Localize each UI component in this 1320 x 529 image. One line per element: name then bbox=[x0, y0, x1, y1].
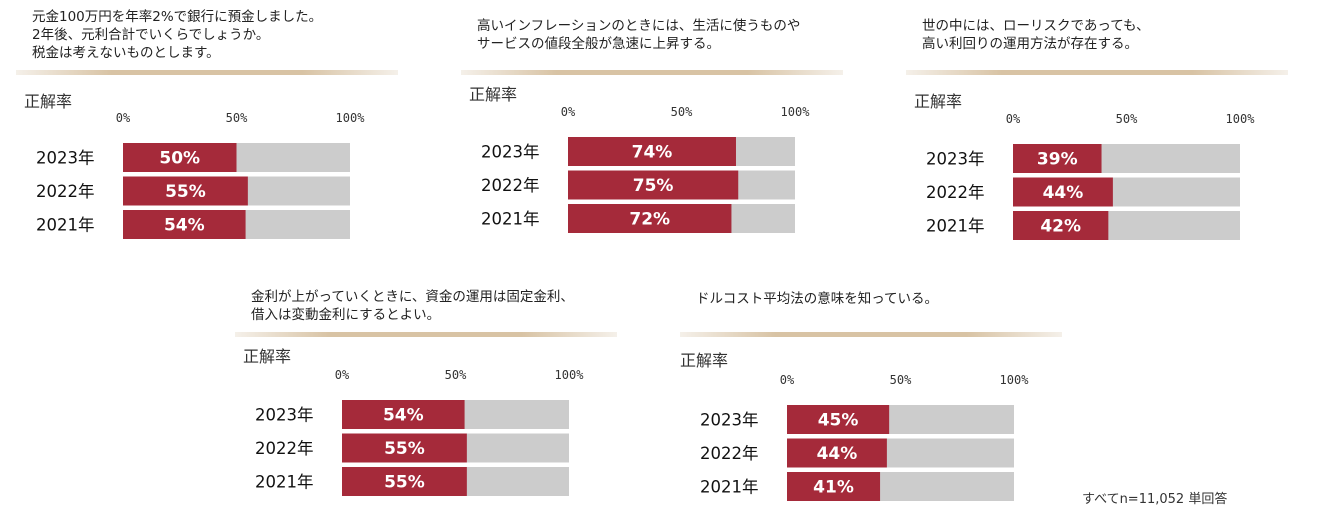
bar bbox=[123, 210, 246, 239]
year-label: 2023年 bbox=[481, 143, 540, 162]
data-label: 55% bbox=[384, 473, 425, 493]
y-axis-label: 正解率 bbox=[680, 351, 729, 370]
year-label: 2023年 bbox=[36, 149, 95, 168]
question-text: 世の中には、ローリスクであっても、 高い利回りの運用方法が存在する。 bbox=[922, 18, 1150, 52]
data-label: 54% bbox=[164, 216, 205, 236]
chart-panel-3: 世の中には、ローリスクであっても、 高い利回りの運用方法が存在する。 正解率 0… bbox=[906, 6, 1296, 240]
year-label: 2023年 bbox=[255, 406, 314, 425]
data-label: 55% bbox=[165, 182, 206, 202]
bar bbox=[787, 438, 887, 468]
bar-chart: 0% 50% 100% 2023年 54% 2022年 55% 2021年 55% bbox=[255, 368, 585, 496]
chart-panel-2: 高いインフレーションのときには、生活に使うものや サービスの値段全般が急速に上昇… bbox=[461, 6, 851, 233]
data-label: 41% bbox=[813, 478, 854, 498]
data-label: 44% bbox=[1043, 183, 1084, 203]
bar bbox=[568, 170, 739, 200]
question-text: 高いインフレーションのときには、生活に使うものや サービスの値段全般が急速に上昇… bbox=[477, 18, 801, 52]
bar bbox=[123, 176, 248, 206]
data-label: 74% bbox=[632, 143, 673, 163]
divider bbox=[906, 70, 1288, 75]
data-label: 55% bbox=[384, 439, 425, 459]
bar-chart: 0% 50% 100% 2023年 39% 2022年 44% 2021年 42% bbox=[926, 112, 1256, 240]
bar-chart: 0% 50% 100% 2023年 45% 2022年 44% 2021年 41% bbox=[700, 373, 1030, 501]
x-tick-label: 0% bbox=[780, 373, 795, 387]
year-label: 2022年 bbox=[255, 439, 314, 458]
year-label: 2023年 bbox=[926, 150, 985, 169]
y-axis-label: 正解率 bbox=[469, 85, 518, 104]
x-tick-label: 0% bbox=[335, 368, 350, 382]
sample-size-note: すべてn=11,052 単回答 bbox=[1082, 492, 1228, 507]
bar bbox=[1013, 211, 1109, 240]
bar bbox=[1013, 177, 1113, 207]
year-label: 2021年 bbox=[481, 210, 540, 229]
year-label: 2021年 bbox=[700, 478, 759, 497]
bar bbox=[568, 137, 736, 166]
year-label: 2022年 bbox=[36, 182, 95, 201]
year-label: 2022年 bbox=[926, 183, 985, 202]
data-label: 50% bbox=[159, 149, 200, 169]
x-tick-label: 50% bbox=[445, 368, 467, 382]
chart-panel-5: ドルコスト平均法の意味を知っている。 正解率 0% 50% 100% 2023年 45%… bbox=[680, 285, 1070, 501]
divider bbox=[461, 70, 843, 75]
y-axis-label: 正解率 bbox=[243, 347, 292, 366]
year-label: 2021年 bbox=[36, 216, 95, 235]
question-text: 金利が上がっていくときに、資金の運用は固定金利、 借入は変動金利にするとよい。 bbox=[251, 289, 574, 323]
data-label: 45% bbox=[818, 411, 859, 431]
year-label: 2022年 bbox=[481, 176, 540, 195]
data-label: 39% bbox=[1037, 150, 1078, 170]
divider bbox=[235, 332, 617, 337]
year-label: 2022年 bbox=[700, 444, 759, 463]
question-text: 元金100万円を年率2%で銀行に預金しました。 2年後、元利合計でいくらでしょう… bbox=[32, 9, 323, 61]
y-axis-label: 正解率 bbox=[914, 92, 963, 111]
bar-chart: 0% 50% 100% 2023年 74% 2022年 75% 2021年 72% bbox=[481, 105, 811, 233]
bar bbox=[342, 400, 465, 429]
chart-panel-4: 金利が上がっていくときに、資金の運用は固定金利、 借入は変動金利にするとよい。 … bbox=[235, 285, 625, 496]
x-tick-label: 50% bbox=[671, 105, 693, 119]
x-tick-label: 50% bbox=[890, 373, 912, 387]
divider bbox=[680, 332, 1062, 337]
x-tick-label: 0% bbox=[1006, 112, 1021, 126]
x-tick-label: 100% bbox=[1226, 112, 1256, 126]
x-tick-label: 100% bbox=[1000, 373, 1030, 387]
bar bbox=[342, 467, 467, 496]
x-tick-label: 0% bbox=[561, 105, 576, 119]
data-label: 75% bbox=[633, 176, 674, 196]
divider bbox=[16, 70, 398, 75]
bar bbox=[342, 433, 467, 463]
x-tick-label: 100% bbox=[336, 111, 366, 125]
x-tick-label: 100% bbox=[781, 105, 811, 119]
year-label: 2021年 bbox=[926, 217, 985, 236]
year-label: 2023年 bbox=[700, 411, 759, 430]
data-label: 54% bbox=[383, 406, 424, 426]
data-label: 44% bbox=[817, 444, 858, 464]
question-text: ドルコスト平均法の意味を知っている。 bbox=[696, 291, 939, 307]
data-label: 72% bbox=[629, 210, 670, 230]
x-tick-label: 50% bbox=[1116, 112, 1138, 126]
bar bbox=[787, 405, 890, 434]
chart-panel-1: 元金100万円を年率2%で銀行に預金しました。 2年後、元利合計でいくらでしょう… bbox=[16, 6, 406, 239]
year-label: 2021年 bbox=[255, 473, 314, 492]
bar bbox=[1013, 144, 1102, 173]
y-axis-label: 正解率 bbox=[24, 92, 73, 111]
bar bbox=[568, 204, 732, 233]
x-tick-label: 50% bbox=[226, 111, 248, 125]
bar-chart: 0% 50% 100% 2023年 50% 2022年 55% 2021年 54% bbox=[36, 111, 366, 239]
x-tick-label: 100% bbox=[555, 368, 585, 382]
bar bbox=[787, 472, 881, 501]
bar bbox=[123, 143, 237, 172]
x-tick-label: 0% bbox=[116, 111, 131, 125]
data-label: 42% bbox=[1040, 217, 1081, 237]
